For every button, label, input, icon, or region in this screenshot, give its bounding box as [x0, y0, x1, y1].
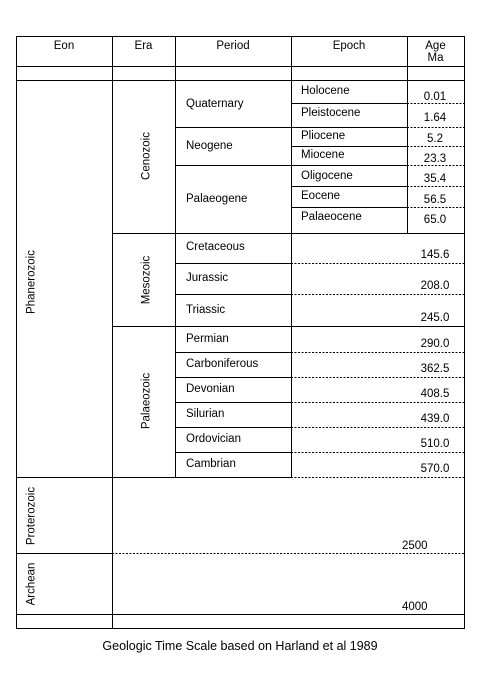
era-cenozoic: Cenozoic [140, 132, 153, 180]
age-miocene: 23.3 [423, 153, 447, 165]
period-devonian: Devonian [186, 383, 235, 395]
period-neogene: Neogene [186, 140, 233, 152]
period-silurian: Silurian [186, 408, 225, 420]
era-palaeozoic: Palaeozoic [140, 372, 153, 430]
period-cretaceous: Cretaceous [186, 241, 245, 253]
age-cambrian: 570.0 [420, 463, 450, 475]
header-era: Era [134, 40, 153, 52]
period-palaeogene: Palaeogene [186, 193, 248, 205]
epoch-holocene: Holocene [301, 85, 350, 97]
age-palaeocene: 65.0 [423, 214, 447, 226]
period-ordovician: Ordovician [186, 433, 241, 445]
header-age: Age [425, 40, 446, 52]
age-devonian: 408.5 [420, 388, 450, 400]
period-triassic: Triassic [186, 304, 226, 316]
age-carboniferous: 362.5 [420, 363, 450, 375]
eon-archean: Archean [25, 562, 38, 606]
header-period: Period [216, 40, 250, 52]
age-permian: 290.0 [420, 338, 450, 350]
period-jurassic: Jurassic [186, 272, 229, 284]
eon-phanerozoic: Phanerozoic [25, 250, 38, 314]
epoch-pliocene: Pliocene [301, 130, 346, 142]
age-ordovician: 510.0 [420, 438, 450, 450]
epoch-eocene: Eocene [301, 190, 341, 202]
age-pleistocene: 1.64 [423, 112, 447, 124]
epoch-palaeocene: Palaeocene [301, 211, 362, 223]
age-triassic: 245.0 [420, 312, 450, 324]
period-carboniferous: Carboniferous [186, 358, 259, 370]
period-cambrian: Cambrian [186, 458, 236, 470]
age-oligocene: 35.4 [423, 173, 447, 185]
epoch-miocene: Miocene [301, 149, 345, 161]
age-silurian: 439.0 [420, 413, 450, 425]
figure-caption: Geologic Time Scale based on Harland et … [102, 639, 378, 653]
age-cretaceous: 145.6 [420, 249, 450, 261]
epoch-pleistocene: Pleistocene [301, 107, 361, 119]
era-mesozoic: Mesozoic [140, 255, 153, 305]
header-age-unit: Ma [427, 52, 444, 64]
age-holocene: 0.01 [423, 91, 447, 103]
age-pliocene: 5.2 [427, 133, 443, 145]
age-eocene: 56.5 [423, 194, 447, 206]
age-archean: 4000 [402, 601, 428, 613]
header-eon: Eon [53, 40, 75, 52]
age-proterozoic: 2500 [402, 540, 428, 552]
eon-proterozoic: Proterozoic [25, 486, 38, 546]
header-epoch: Epoch [332, 40, 366, 52]
epoch-oligocene: Oligocene [301, 170, 353, 182]
age-jurassic: 208.0 [420, 280, 450, 292]
period-permian: Permian [186, 333, 229, 345]
period-quaternary: Quaternary [186, 98, 244, 110]
